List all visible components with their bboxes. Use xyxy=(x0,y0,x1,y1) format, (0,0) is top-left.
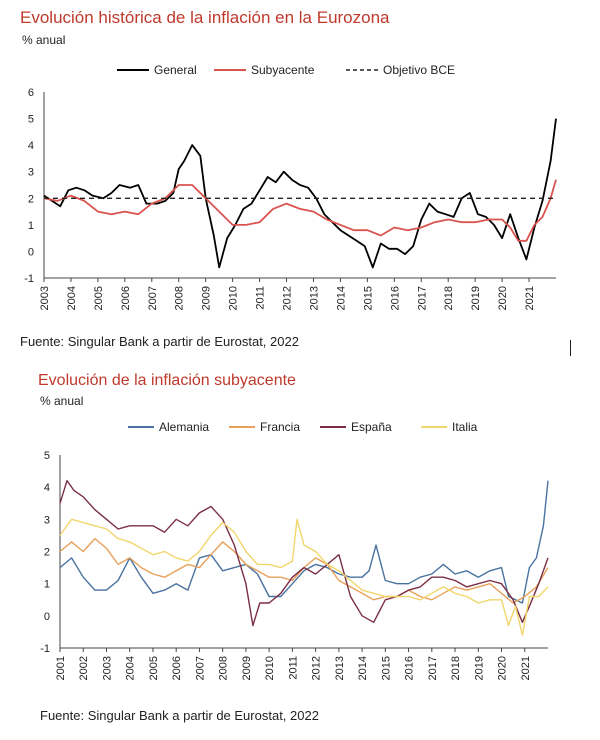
x-tick-label: 2012 xyxy=(311,656,323,680)
x-tick-label: 2021 xyxy=(524,286,536,310)
x-tick-label: 2015 xyxy=(362,286,374,310)
x-tick-label: 2010 xyxy=(228,286,240,310)
x-tick-label: 2006 xyxy=(120,286,132,310)
series-line-general xyxy=(43,118,557,269)
chart2-ylabel: % anual xyxy=(40,394,84,408)
x-tick-label: 2014 xyxy=(357,656,369,680)
x-tick-label: 2012 xyxy=(282,286,294,310)
x-tick-label: 2016 xyxy=(404,656,416,680)
y-tick-label: -1 xyxy=(40,643,50,655)
chart1-title: Evolución histórica de la inflación en l… xyxy=(20,8,390,27)
y-tick-label: 3 xyxy=(44,514,50,526)
series-line-subyacente xyxy=(43,179,557,242)
x-tick-label: 2017 xyxy=(416,286,428,310)
x-tick-label: 2005 xyxy=(93,286,105,310)
y-tick-label: 4 xyxy=(28,140,34,152)
x-tick-label: 2005 xyxy=(148,656,160,680)
x-tick-label: 2010 xyxy=(264,656,276,680)
chart2-plot: 5 4 3 2 1 0 -1 2001 2002 2003 2004 2005 2006 2007 2008… xyxy=(40,420,549,680)
x-tick-label: 2016 xyxy=(389,286,401,310)
x-tick-label: 2019 xyxy=(473,656,485,680)
y-tick-label: -1 xyxy=(24,273,34,285)
legend-label: Objetivo BCE xyxy=(383,63,455,77)
separator-mark xyxy=(570,340,571,356)
chart1-plot: 6 5 4 3 2 1 0 -1 2003 2004 2005 2006 2007 2008 2009 201… xyxy=(24,63,557,310)
x-tick-label: 2018 xyxy=(443,286,455,310)
y-tick-label: 6 xyxy=(28,87,34,99)
x-tick-label: 2002 xyxy=(78,656,90,680)
chart1-source: Fuente: Singular Bank a partir de Eurost… xyxy=(20,334,299,349)
x-tick-label: 2019 xyxy=(470,286,482,310)
y-tick-label: 3 xyxy=(28,167,34,179)
chart1-ylabel: % anual xyxy=(22,33,66,47)
y-tick-label: 2 xyxy=(44,547,50,559)
y-tick-label: 5 xyxy=(44,450,50,462)
x-tick-label: 2009 xyxy=(201,286,213,310)
x-tick-label: 2008 xyxy=(174,286,186,310)
y-tick-label: 5 xyxy=(28,114,34,126)
legend-label: Alemania xyxy=(159,420,209,434)
x-tick-label: 2003 xyxy=(39,286,51,310)
x-tick-label: 2004 xyxy=(66,286,78,310)
series-line-alemania xyxy=(59,480,549,604)
legend: General Subyacente Objetivo BCE xyxy=(117,63,455,77)
y-tick-label: 2 xyxy=(28,193,34,205)
x-tick-label: 2011 xyxy=(255,286,267,310)
legend-label: General xyxy=(154,63,197,77)
x-tick-label: 2001 xyxy=(55,656,67,680)
series-line-italia xyxy=(59,518,549,636)
x-tick-label: 2018 xyxy=(450,656,462,680)
y-tick-label: 0 xyxy=(44,611,50,623)
x-tick-label: 2008 xyxy=(218,656,230,680)
chart2-title: Evolución de la inflación subyacente xyxy=(38,372,296,389)
x-tick-label: 2020 xyxy=(497,286,509,310)
x-tick-label: 2007 xyxy=(147,286,159,310)
y-tick-label: 0 xyxy=(28,246,34,258)
x-tick-label: 2003 xyxy=(101,656,113,680)
y-tick-label: 4 xyxy=(44,482,50,494)
x-tick-label: 2013 xyxy=(308,286,320,310)
legend-label: España xyxy=(351,420,392,434)
x-tick-label: 2015 xyxy=(380,656,392,680)
x-tick-label: 2014 xyxy=(335,286,347,310)
series-line-espana xyxy=(59,480,549,627)
x-tick-label: 2021 xyxy=(520,656,532,680)
legend-label: Subyacente xyxy=(251,63,315,77)
y-tick-label: 1 xyxy=(44,579,50,591)
x-tick-label: 2004 xyxy=(125,656,137,680)
legend: Alemania Francia España Italia xyxy=(128,420,478,434)
x-tick-label: 2009 xyxy=(241,656,253,680)
y-tick-label: 1 xyxy=(28,220,34,232)
x-tick-label: 2011 xyxy=(287,656,299,680)
x-tick-label: 2013 xyxy=(334,656,346,680)
chart2-source: Fuente: Singular Bank a partir de Eurost… xyxy=(40,708,319,723)
x-tick-label: 2017 xyxy=(427,656,439,680)
legend-label: Italia xyxy=(452,420,478,434)
x-tick-label: 2020 xyxy=(497,656,509,680)
legend-label: Francia xyxy=(260,420,300,434)
x-tick-label: 2007 xyxy=(194,656,206,680)
x-tick-label: 2006 xyxy=(171,656,183,680)
